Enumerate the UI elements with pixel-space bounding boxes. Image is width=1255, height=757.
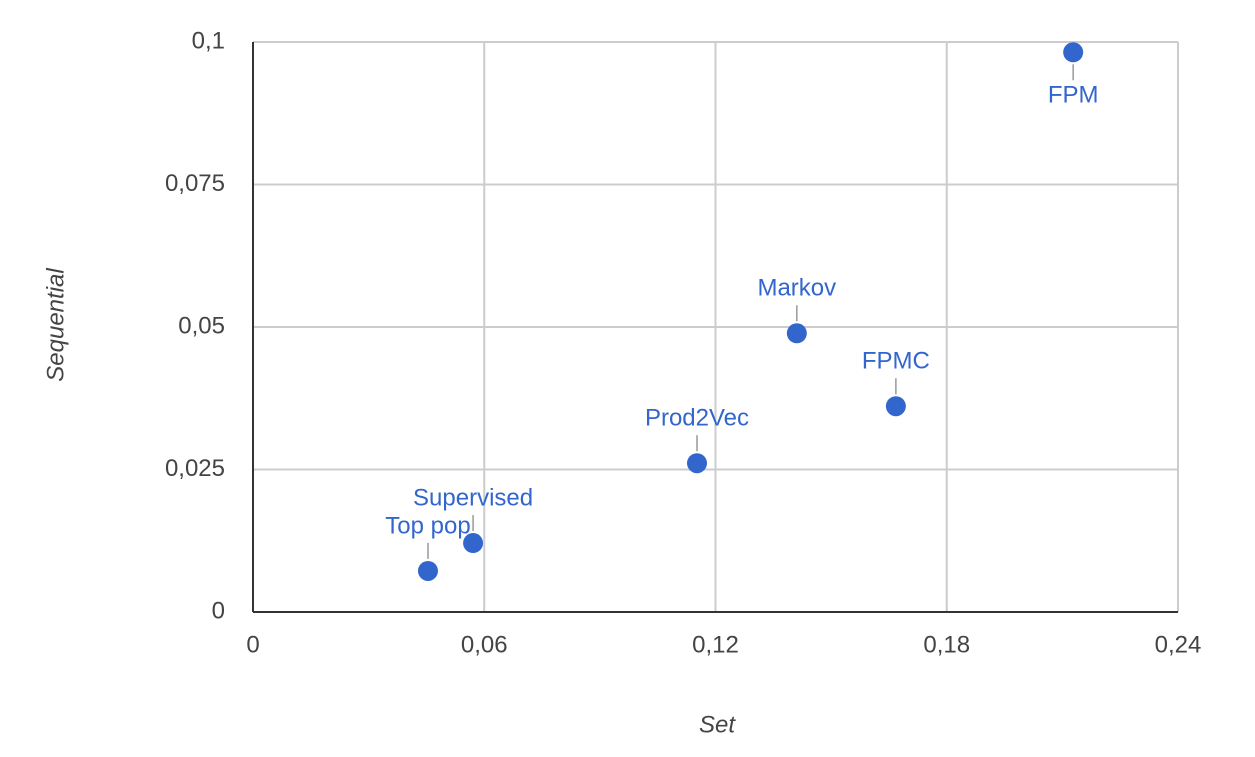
point-label: Prod2Vec [645, 405, 749, 432]
y-tick-label: 0,05 [178, 312, 225, 339]
y-tick-label: 0,025 [165, 455, 225, 482]
point-label: FPM [1048, 82, 1099, 109]
x-tick-label: 0,06 [461, 631, 508, 658]
point [463, 533, 484, 554]
point-label: Top pop [385, 512, 470, 539]
x-tick-label: 0,18 [923, 631, 970, 658]
y-tick-label: 0 [212, 597, 225, 624]
point [417, 560, 438, 581]
x-tick-label: 0,24 [1155, 631, 1202, 658]
point-label: Supervised [413, 484, 533, 511]
y-tick-label: 0,1 [192, 27, 225, 54]
point [1063, 42, 1084, 63]
y-axis-title: Sequential [42, 268, 69, 382]
point [687, 453, 707, 474]
x-tick-label: 0,12 [692, 631, 739, 658]
point [786, 323, 807, 344]
point-label: Markov [757, 275, 836, 302]
y-tick-label: 0,075 [165, 170, 225, 197]
x-axis-title: Set [699, 711, 736, 738]
x-tick-label: 0 [246, 631, 259, 658]
point [885, 396, 906, 417]
point-label: FPMC [862, 348, 930, 375]
